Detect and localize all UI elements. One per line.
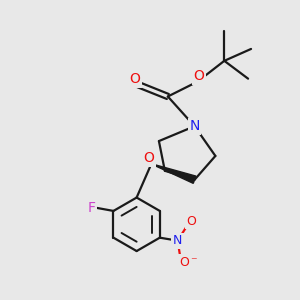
Text: O: O xyxy=(143,151,154,165)
Text: N: N xyxy=(173,234,182,247)
Polygon shape xyxy=(150,164,196,183)
Text: F: F xyxy=(88,201,96,215)
Text: ⁻: ⁻ xyxy=(190,255,196,268)
Text: O: O xyxy=(187,215,196,228)
Text: N: N xyxy=(189,119,200,133)
Text: O: O xyxy=(179,256,189,268)
Text: O: O xyxy=(194,69,205,83)
Text: O: O xyxy=(129,72,140,86)
